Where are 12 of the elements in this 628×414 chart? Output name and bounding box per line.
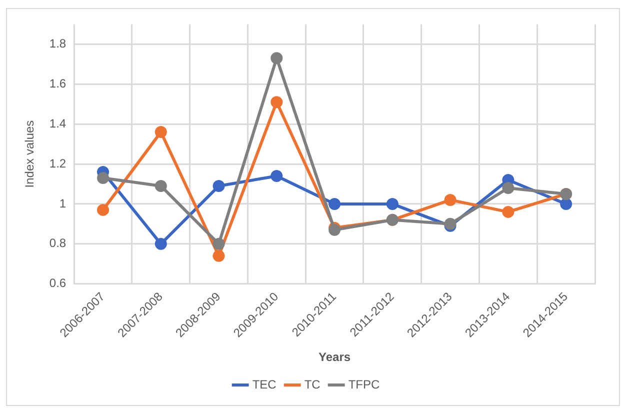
y-axis-title: Index values (22, 120, 37, 188)
y-tick-label: 1.8 (49, 36, 66, 50)
legend-label: TEC (252, 377, 277, 392)
y-tick-label: 1 (59, 196, 66, 210)
y-tick-label: 0.6 (49, 276, 66, 290)
y-tick-label: 1.2 (49, 156, 66, 170)
y-tick-label: 1.6 (49, 76, 66, 90)
x-axis-title: Years (318, 350, 351, 364)
legend-label: TC (304, 377, 321, 392)
y-tick-label: 0.8 (49, 236, 66, 250)
legend-label: TFPC (348, 377, 380, 392)
y-tick-label: 1.4 (49, 116, 66, 130)
